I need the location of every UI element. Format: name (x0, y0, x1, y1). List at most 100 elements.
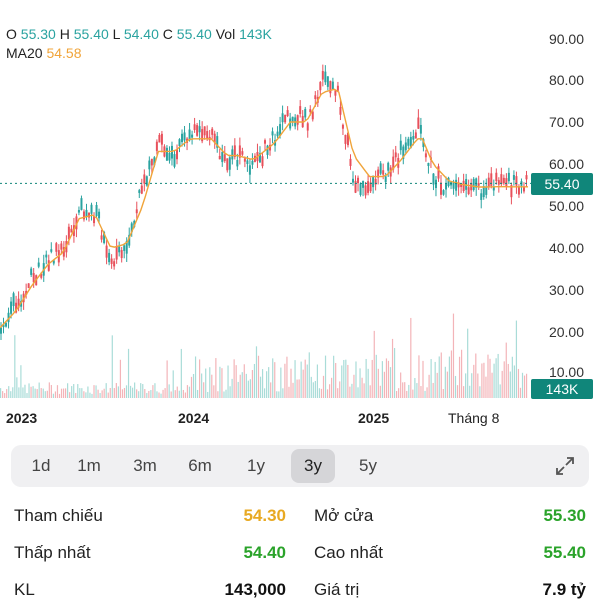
candle-body (341, 124, 344, 129)
volume-bar (136, 389, 138, 398)
range-1y-button[interactable]: 1y (247, 456, 265, 475)
volume-bar (424, 390, 426, 398)
volume-bar (233, 359, 235, 398)
volume-bar (365, 358, 367, 398)
volume-bar (223, 391, 225, 398)
volume-bar (83, 391, 85, 398)
volume-bar (414, 378, 416, 398)
volume-bar (247, 380, 249, 398)
volume-bar (243, 364, 245, 398)
candle-body (329, 81, 332, 94)
candle-body (399, 140, 402, 151)
volume-bar (515, 320, 518, 398)
open-value: 55.30 (20, 26, 56, 42)
candle-body (113, 261, 116, 267)
candle-body (82, 211, 85, 220)
expand-icon[interactable] (553, 454, 577, 478)
volume-bar (245, 373, 247, 398)
range-3m-button[interactable]: 3m (133, 456, 157, 475)
volume-bar (298, 379, 300, 398)
candle-body (60, 243, 63, 250)
volume-bar (26, 393, 28, 398)
candle-body (258, 153, 261, 163)
volume-bar (58, 393, 61, 398)
candle-body (236, 159, 239, 167)
stats-row: Tham chiếu 54.30 Mở cửa 55.30 (0, 506, 600, 536)
low-stat-label: Thấp nhất (14, 543, 91, 562)
volume-bar (30, 386, 32, 398)
volume-bar (213, 385, 215, 398)
candle-body (510, 185, 513, 198)
candle-body (140, 185, 143, 194)
candle-body (266, 145, 269, 155)
volume-bar (89, 392, 91, 398)
candle-body (495, 172, 498, 182)
volume-bar (229, 386, 231, 398)
candle-body (331, 81, 334, 90)
volume-bar (400, 372, 402, 398)
volume-bar (487, 354, 489, 398)
candle-body (374, 178, 377, 185)
candle-body (183, 132, 186, 141)
volume-bar (337, 388, 339, 398)
volume-bar (188, 386, 191, 398)
volume-bar (272, 358, 274, 398)
candle-body (218, 155, 221, 160)
candle-body (85, 209, 88, 217)
candle-body (108, 252, 111, 263)
candle-body (223, 154, 226, 162)
range-6m-button[interactable]: 6m (188, 456, 212, 475)
value-stat-label: Giá trị (314, 580, 360, 599)
candle-body (10, 301, 13, 314)
volume-bar (221, 368, 223, 398)
range-1d-button[interactable]: 1d (31, 456, 51, 475)
y-tick: 10.00 (548, 364, 584, 380)
candle-body (221, 152, 224, 163)
volume-bar (101, 390, 103, 398)
volume-bar (495, 358, 497, 398)
volume-bar (428, 374, 430, 398)
volume-bar (95, 385, 97, 398)
volume-bar (237, 381, 239, 398)
candle-body (70, 228, 73, 233)
candle-body (424, 153, 427, 158)
volume-bar (18, 387, 20, 398)
candle-body (417, 117, 420, 129)
volume-bar (190, 376, 193, 398)
volume-bar (176, 386, 178, 398)
range-5y-button[interactable]: 5y (359, 456, 377, 475)
candle-body (440, 182, 442, 195)
volume-bar (148, 390, 150, 398)
volume-bar (268, 367, 270, 398)
candle-body (522, 187, 525, 192)
volume-bar (184, 392, 186, 398)
volume-bar (310, 376, 312, 398)
candle-body (460, 184, 463, 187)
range-3y-button[interactable]: 3y (291, 449, 335, 483)
volume-bar (345, 359, 347, 398)
volume-bar (288, 386, 290, 398)
low-value: 54.40 (123, 26, 159, 42)
volume-bar (178, 390, 180, 398)
volume-stat-label: KL (14, 580, 35, 599)
stats-row: Thấp nhất 54.40 Cao nhất 55.40 (0, 543, 600, 573)
candle-body (88, 213, 90, 218)
chart-canvas[interactable] (0, 0, 600, 435)
volume-bar (355, 361, 357, 398)
volume-bar (0, 388, 2, 398)
volume-bar (36, 389, 38, 398)
volume-bar (324, 355, 327, 398)
candle-body (77, 210, 80, 213)
volume-bar (158, 392, 160, 398)
volume-bar (387, 360, 390, 398)
candle-body (105, 245, 108, 258)
volume-bar (316, 364, 318, 398)
range-1m-button[interactable]: 1m (77, 456, 101, 475)
volume-bar (333, 355, 335, 398)
volume-bar (318, 388, 321, 398)
candle-body (201, 129, 204, 142)
volume-bar (42, 388, 44, 398)
price-chart[interactable]: O 55.30 H 55.40 L 54.40 C 55.40 Vol 143K… (0, 0, 600, 435)
candle-body (45, 254, 48, 258)
volume-bar (199, 359, 201, 398)
